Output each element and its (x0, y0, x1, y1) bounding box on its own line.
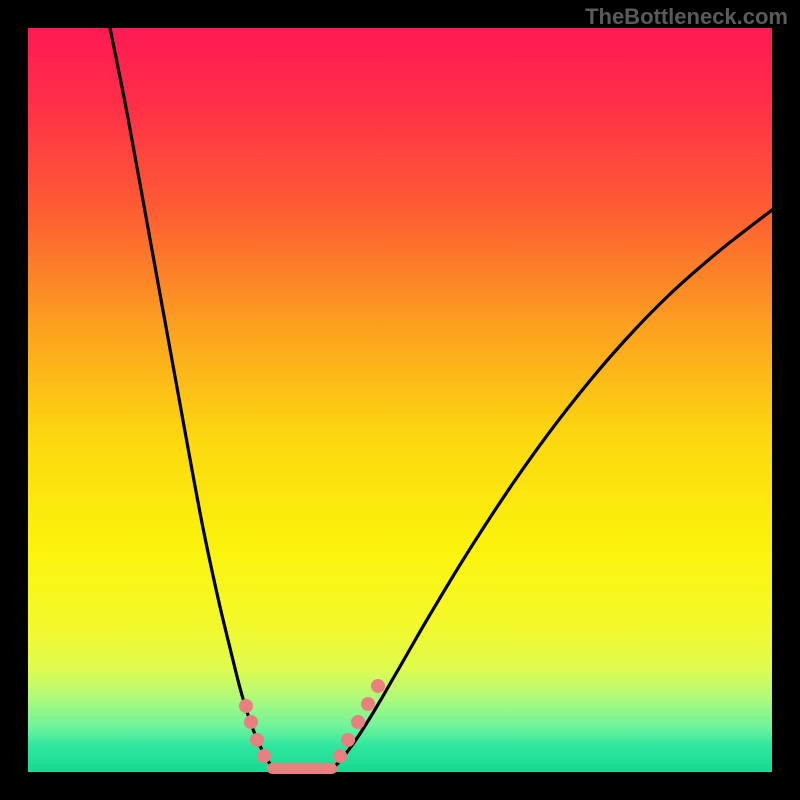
left-curve (110, 28, 278, 772)
coral-dot-left-2 (250, 733, 264, 747)
bottleneck-curves (28, 28, 772, 772)
coral-bottom-bar (267, 763, 337, 774)
coral-dot-right-3 (361, 697, 375, 711)
coral-dot-right-2 (351, 715, 365, 729)
coral-dot-left-3 (257, 749, 271, 763)
plot-area (28, 28, 772, 772)
coral-dot-right-0 (333, 749, 347, 763)
right-curve (328, 210, 772, 772)
coral-dot-left-0 (239, 699, 253, 713)
watermark-text: TheBottleneck.com (585, 4, 788, 30)
coral-dot-left-1 (244, 715, 258, 729)
coral-dot-right-4 (371, 679, 385, 693)
coral-dot-right-1 (341, 733, 355, 747)
